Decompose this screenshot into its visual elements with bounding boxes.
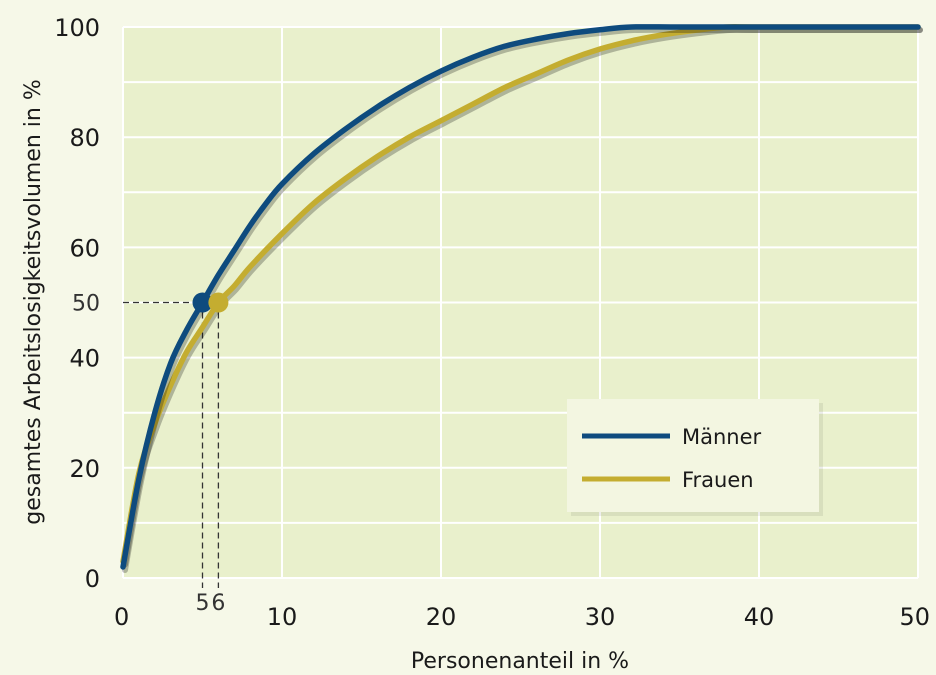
x-axis-title: Personenanteil in % <box>411 649 629 674</box>
y-axis-title: gesamtes Arbeitslosigkeitsvolumen in % <box>21 79 46 524</box>
y-tick-label: 80 <box>69 124 100 152</box>
x-tick-label: 20 <box>426 603 457 631</box>
series-line-frauen <box>120 24 921 565</box>
series-shadow-frauen <box>122 26 923 568</box>
x-tick-label: 10 <box>267 603 298 631</box>
reference-lines: 50 <box>72 292 220 588</box>
marker-x-label: 6 <box>211 591 225 616</box>
series-layer <box>120 24 923 573</box>
series-shadow-maenner <box>122 26 923 573</box>
marker-point-frauen <box>208 292 229 313</box>
y-tick-label: 100 <box>54 14 100 42</box>
level-label: 50 <box>72 292 100 317</box>
x-tick-label: 40 <box>744 603 775 631</box>
marker-point-maenner <box>192 292 213 313</box>
y-tick-label: 40 <box>69 345 100 373</box>
y-axis-ticks: 0 20 40 60 80 100 <box>54 14 100 593</box>
legend-label-maenner: Männer <box>682 425 762 449</box>
x-tick-label: 0 <box>114 603 129 631</box>
legend-box <box>567 399 819 512</box>
y-tick-label: 20 <box>69 455 100 483</box>
x-tick-label: 30 <box>585 603 616 631</box>
marker-x-label: 5 <box>196 591 210 616</box>
x-axis-ticks: 0 10 20 30 40 50 <box>114 603 930 631</box>
y-tick-label: 0 <box>85 565 100 593</box>
legend-label-frauen: Frauen <box>682 468 754 492</box>
x-tick-label: 50 <box>899 603 930 631</box>
series-line-maenner <box>120 24 921 570</box>
legend: Männer Frauen <box>567 399 823 516</box>
y-tick-label: 60 <box>69 234 100 262</box>
